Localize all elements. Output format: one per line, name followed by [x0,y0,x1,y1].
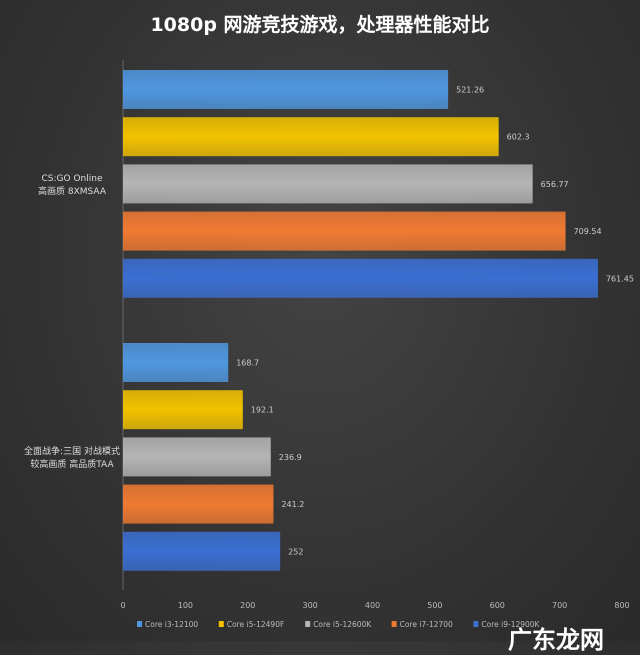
category-label: CS:GO Online [42,174,103,184]
bar [123,164,533,204]
legend-label: Core i5-12600K [313,620,372,629]
x-tick-label: 700 [552,601,567,610]
legend-swatch [473,621,479,627]
x-tick-label: 400 [365,601,380,610]
data-label: 709.54 [574,227,602,236]
x-tick-label: 200 [240,601,255,610]
data-label: 241.2 [281,500,304,509]
bar [123,484,274,524]
legend-label: Core i5-12490F [227,620,284,629]
bar [123,437,271,477]
data-label: 521.26 [456,86,484,95]
data-label: 602.3 [507,133,530,142]
category-label: 较高画质 高品质TAA [30,458,114,470]
x-tick-label: 500 [427,601,442,610]
category-label: 高画质 8XMSAA [38,185,107,197]
legend-label: Core i3-12100 [145,620,198,629]
watermark: 广东龙网 [508,625,604,654]
data-label: 761.45 [606,274,634,283]
x-tick-label: 800 [614,601,629,610]
category-label: 全面战争:三国 对战模式 [24,445,120,457]
bar [123,117,499,157]
x-tick-label: 600 [490,601,505,610]
x-tick-label: 300 [302,601,317,610]
bar [123,258,598,298]
bar [123,211,566,251]
data-label: 252 [288,547,303,556]
data-label: 236.9 [279,453,302,462]
legend-label: Core i7-12700 [400,620,453,629]
legend-label: Core i9-12900K [481,620,540,629]
data-label: 192.1 [251,406,274,415]
legend-swatch [218,621,224,627]
data-label: 656.77 [541,180,569,189]
bar [123,390,243,430]
bar [123,70,449,109]
x-tick-label: 0 [120,601,125,610]
legend-swatch [305,621,311,627]
legend-swatch [391,621,397,627]
x-tick-label: 100 [178,601,193,610]
bar [123,531,281,571]
data-label: 168.7 [236,359,259,368]
chart-title: 1080p 网游竞技游戏，处理器性能对比 [150,14,490,36]
legend-swatch [137,621,142,627]
bar [123,343,229,382]
